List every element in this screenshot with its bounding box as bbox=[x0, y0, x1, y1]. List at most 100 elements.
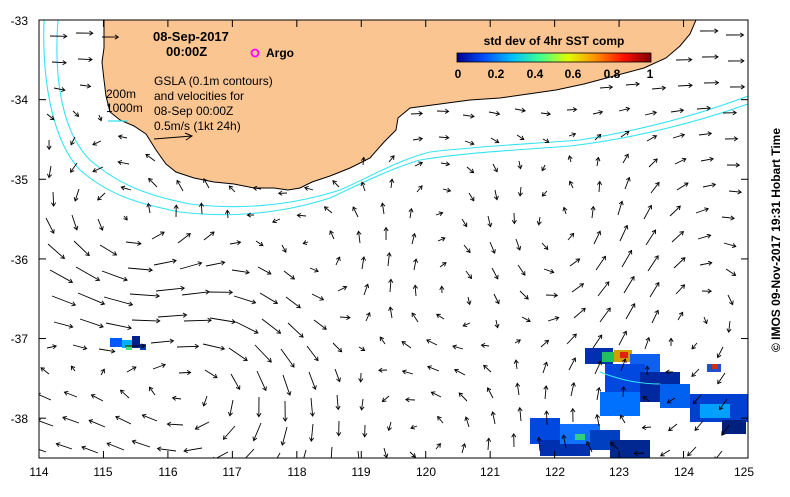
velocity-arrow bbox=[427, 340, 437, 345]
velocity-arrow bbox=[411, 111, 422, 115]
velocity-arrow bbox=[89, 420, 105, 427]
velocity-arrow bbox=[309, 424, 313, 441]
velocity-arrow bbox=[569, 181, 573, 188]
velocity-arrow bbox=[212, 452, 228, 461]
colorbar-tick-label: 0.2 bbox=[488, 67, 505, 81]
velocity-arrow bbox=[288, 323, 303, 337]
velocity-arrow bbox=[281, 427, 287, 445]
velocity-arrow bbox=[701, 157, 713, 161]
velocity-arrow bbox=[703, 317, 707, 323]
velocity-arrow bbox=[724, 243, 736, 248]
velocity-arrow bbox=[488, 216, 492, 227]
velocity-arrow bbox=[48, 244, 64, 258]
x-tick-label: 114 bbox=[29, 465, 48, 479]
velocity-arrow bbox=[574, 308, 585, 318]
velocity-arrow bbox=[305, 186, 313, 190]
velocity-arrow bbox=[297, 213, 306, 217]
velocity-arrow bbox=[542, 165, 546, 171]
x-tick-label: 123 bbox=[609, 465, 629, 479]
velocity-arrow bbox=[337, 421, 341, 436]
velocity-arrow bbox=[262, 319, 281, 333]
velocity-arrow bbox=[569, 358, 576, 370]
velocity-arrow bbox=[228, 400, 233, 416]
velocity-arrow bbox=[516, 239, 521, 250]
velocity-arrow bbox=[104, 297, 132, 306]
velocity-arrow bbox=[47, 166, 51, 178]
velocity-arrow bbox=[381, 203, 385, 214]
velocity-arrow bbox=[359, 373, 363, 382]
velocity-arrow bbox=[671, 109, 683, 113]
velocity-arrow bbox=[126, 241, 141, 245]
velocity-arrow bbox=[623, 154, 628, 163]
velocity-arrow bbox=[184, 318, 211, 322]
velocity-arrow bbox=[675, 158, 686, 164]
velocity-arrow bbox=[50, 270, 72, 283]
velocity-arrow bbox=[333, 343, 342, 352]
y-tick-label: -35 bbox=[11, 173, 29, 187]
velocity-arrow bbox=[672, 232, 683, 242]
velocity-arrow bbox=[411, 425, 417, 429]
velocity-arrow bbox=[489, 111, 500, 115]
velocity-arrow bbox=[466, 271, 471, 278]
velocity-arrow bbox=[101, 369, 105, 375]
credit-text: © IMOS 09-Nov-2017 19:31 Hobart Time bbox=[769, 128, 783, 352]
velocity-arrow bbox=[182, 290, 209, 295]
velocity-arrow bbox=[522, 317, 530, 322]
velocity-arrow bbox=[242, 449, 254, 462]
velocity-arrow bbox=[645, 338, 650, 349]
velocity-arrow bbox=[439, 135, 449, 139]
colorbar-tick-label: 0.4 bbox=[527, 67, 544, 81]
velocity-arrow bbox=[467, 167, 474, 173]
velocity-arrow bbox=[312, 294, 323, 300]
velocity-arrow bbox=[205, 370, 217, 378]
sst-patch bbox=[602, 352, 616, 362]
velocity-arrow bbox=[661, 450, 670, 456]
velocity-arrow bbox=[440, 286, 444, 293]
velocity-arrow bbox=[618, 201, 623, 215]
velocity-arrow bbox=[149, 387, 155, 395]
velocity-arrow bbox=[380, 337, 385, 344]
velocity-arrow bbox=[696, 208, 708, 213]
velocity-arrow bbox=[676, 58, 692, 62]
velocity-arrow bbox=[102, 271, 127, 281]
velocity-arrow bbox=[624, 277, 634, 293]
velocity-arrow bbox=[379, 368, 387, 372]
velocity-arrow bbox=[310, 398, 314, 416]
velocity-arrow bbox=[73, 111, 79, 116]
velocity-arrow bbox=[236, 322, 258, 333]
velocity-arrow bbox=[152, 232, 164, 239]
velocity-arrow bbox=[487, 388, 493, 398]
velocity-arrow bbox=[626, 82, 639, 86]
velocity-arrow bbox=[622, 251, 632, 267]
velocity-arrow bbox=[494, 294, 499, 304]
velocity-arrow bbox=[100, 245, 116, 255]
velocity-arrow bbox=[46, 218, 54, 233]
velocity-arrow bbox=[223, 426, 235, 439]
velocity-arrow bbox=[727, 163, 739, 167]
velocity-arrow bbox=[363, 425, 367, 437]
velocity-arrow bbox=[730, 85, 744, 89]
velocity-arrow bbox=[76, 31, 93, 35]
velocity-arrow bbox=[619, 331, 627, 345]
velocity-arrow bbox=[204, 232, 214, 240]
velocity-arrow bbox=[314, 320, 326, 329]
velocity-arrow bbox=[698, 234, 711, 239]
x-tick-label: 120 bbox=[416, 465, 436, 479]
velocity-arrow bbox=[310, 268, 318, 272]
velocity-arrow bbox=[282, 245, 286, 252]
velocity-arrow bbox=[409, 209, 413, 218]
velocity-arrow bbox=[438, 237, 445, 241]
velocity-arrow bbox=[52, 296, 75, 306]
velocity-arrow bbox=[158, 447, 176, 451]
velocity-arrow bbox=[598, 282, 609, 296]
velocity-arrow bbox=[465, 141, 474, 145]
velocity-arrow bbox=[542, 243, 548, 249]
velocity-arrow bbox=[677, 183, 688, 190]
velocity-arrow bbox=[718, 373, 725, 384]
velocity-arrow bbox=[229, 186, 235, 192]
velocity-arrow bbox=[130, 294, 159, 298]
x-tick-label: 121 bbox=[480, 465, 500, 479]
velocity-arrow bbox=[384, 228, 388, 240]
velocity-arrow bbox=[702, 289, 711, 293]
velocity-arrow bbox=[324, 207, 332, 213]
